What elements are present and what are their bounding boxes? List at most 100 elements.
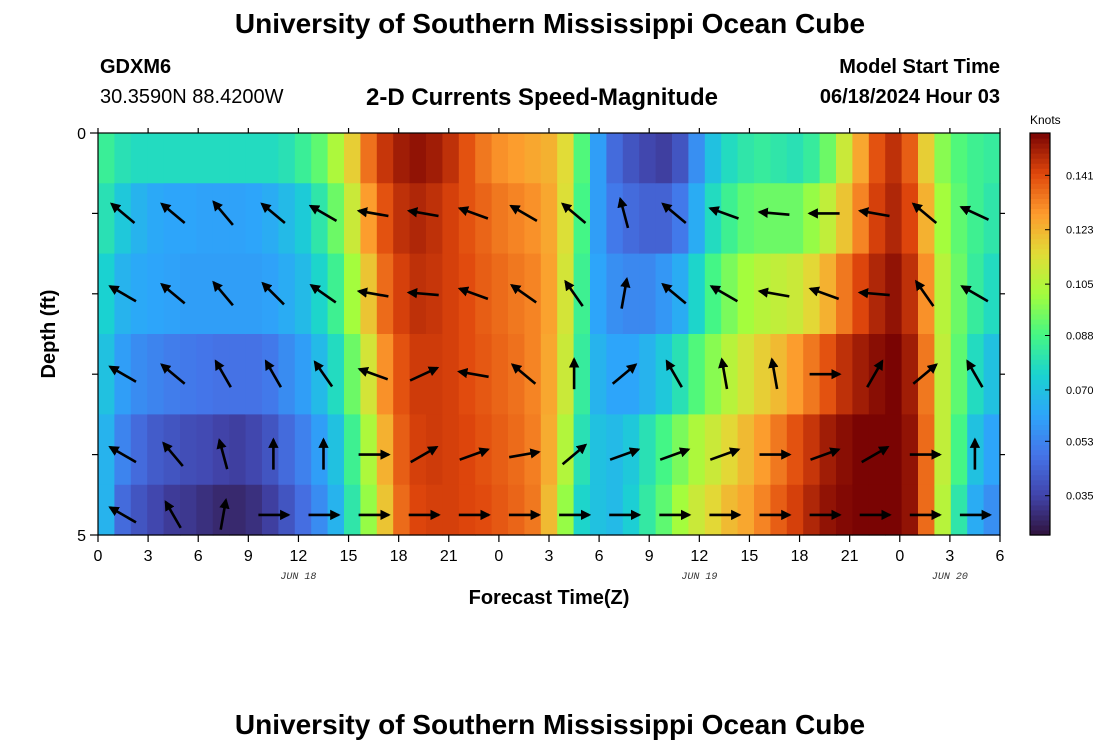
x-tick-label: 18 [791, 548, 809, 565]
colorbar-segment [1030, 258, 1050, 265]
heatmap-cell [688, 133, 706, 184]
heatmap-cell [868, 484, 886, 536]
heatmap-cell [655, 253, 673, 335]
colorbar-segment [1030, 288, 1050, 295]
heatmap-cell [737, 334, 755, 415]
current-vector [216, 438, 229, 470]
heatmap-cell [475, 484, 493, 536]
heatmap-cell [442, 414, 460, 486]
heatmap-cell [442, 334, 460, 415]
colorbar-segment [1030, 318, 1050, 325]
current-vector [757, 207, 790, 219]
heatmap-cell [262, 133, 279, 184]
heatmap-cell [98, 334, 115, 415]
x-tick-label: 0 [94, 548, 103, 565]
heatmap-cell [557, 484, 575, 536]
heatmap-cell [409, 183, 427, 255]
heatmap-cell [262, 414, 279, 486]
heatmap-cell [622, 484, 640, 536]
heatmap-cell [130, 334, 148, 415]
current-vector [160, 363, 186, 385]
heatmap-cell [590, 133, 607, 184]
colorbar-tick-label: 0.123 [1066, 225, 1094, 237]
heatmap-cell [130, 414, 148, 486]
colorbar-segment [1030, 529, 1050, 536]
heatmap-cell [114, 133, 132, 184]
heatmap-cell [147, 334, 165, 415]
heatmap-cell [458, 183, 476, 255]
heatmap-cell [426, 334, 443, 415]
heatmap-cell [901, 484, 919, 536]
heatmap-cell [294, 484, 312, 536]
current-vector [261, 281, 285, 306]
colorbar-segment [1030, 424, 1050, 431]
heatmap-cell [426, 414, 443, 486]
heatmap-cell [819, 133, 837, 184]
heatmap-cell [262, 183, 279, 255]
heatmap-cell [262, 334, 279, 415]
heatmap-cell [360, 133, 378, 184]
heatmap-cell [229, 484, 247, 536]
colorbar-segment [1030, 153, 1050, 159]
heatmap-cell [393, 183, 411, 255]
heatmap-cell [508, 484, 525, 536]
heatmap-cell [688, 183, 706, 255]
heatmap-cell [344, 334, 361, 415]
heatmap-cell [836, 484, 853, 536]
current-vector [611, 363, 638, 385]
heatmap-cell [639, 133, 657, 184]
heatmap-cell [376, 133, 394, 184]
y-tick-label: 5 [77, 528, 86, 545]
colorbar-segment [1030, 414, 1050, 421]
heatmap-cell [212, 334, 230, 415]
x-tick-label: 0 [494, 548, 503, 565]
current-vector [564, 279, 584, 307]
heatmap-cell [147, 133, 165, 184]
heatmap-cell [540, 253, 558, 335]
heatmap-cell [983, 183, 1001, 255]
current-vector [108, 506, 137, 524]
colorbar-segment [1030, 434, 1050, 441]
heatmap-cell [524, 414, 542, 486]
current-vector [406, 207, 439, 218]
colorbar-segment [1030, 183, 1050, 189]
current-vector [661, 282, 687, 305]
heatmap-cell [983, 253, 1001, 335]
heatmap-cell [983, 414, 1001, 486]
heatmap-cell [458, 133, 476, 184]
current-vector [313, 360, 334, 388]
heatmap-cell [655, 133, 673, 184]
current-vector [108, 365, 137, 383]
current-vector [260, 202, 286, 224]
heatmap-cell [393, 253, 411, 335]
colorbar-segment [1030, 193, 1050, 199]
current-vector [620, 276, 631, 309]
colorbar-segment [1030, 409, 1050, 416]
current-vectors [108, 196, 992, 530]
heatmap-cell [409, 414, 427, 486]
heatmap-cell [475, 183, 493, 255]
heatmap-cell [950, 133, 968, 184]
heatmap-cell [721, 133, 739, 184]
colorbar-segment [1030, 138, 1050, 144]
heatmap-cell [147, 414, 165, 486]
heatmap-cell [491, 334, 509, 415]
x-tick-label: 21 [440, 548, 458, 565]
colorbar-segment [1030, 208, 1050, 215]
heatmap-cell [229, 414, 247, 486]
colorbar-segment [1030, 439, 1050, 446]
current-vector [160, 282, 186, 305]
heatmap-cell [311, 334, 329, 415]
colorbar-segment [1030, 298, 1050, 305]
heatmap-cell [590, 484, 607, 536]
current-vector [708, 206, 739, 220]
current-vector [960, 285, 989, 303]
colorbar-segment [1030, 253, 1050, 260]
heatmap-cell [836, 334, 853, 415]
heatmap-cell [327, 334, 345, 415]
current-vector [768, 357, 779, 390]
colorbar-segment [1030, 188, 1050, 194]
current-vector [966, 359, 984, 388]
current-vector [457, 367, 489, 379]
colorbar-segment [1030, 379, 1050, 385]
